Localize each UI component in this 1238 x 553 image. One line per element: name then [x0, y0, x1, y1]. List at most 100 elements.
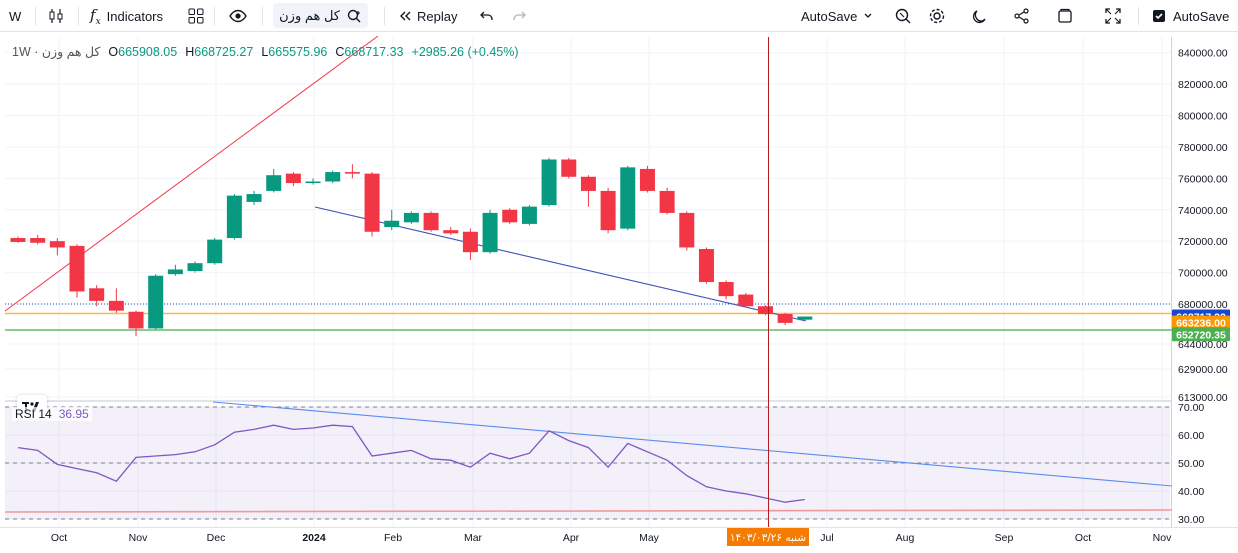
theme-button[interactable] [970, 0, 988, 32]
candles-icon [49, 9, 63, 23]
candle-body [305, 181, 321, 184]
legend-high-value: 668725.27 [194, 45, 254, 59]
candle-body [167, 269, 183, 275]
rsi-axis-label: 50.00 [1178, 458, 1204, 470]
symbol-search-button[interactable]: کل هم وزن [273, 3, 368, 28]
chart-background [0, 32, 1238, 553]
candle-body [246, 194, 262, 202]
quick-search-button[interactable] [894, 0, 912, 32]
fullscreen-button[interactable] [1104, 0, 1122, 32]
rsi-line [17, 424, 805, 503]
price-axis-label: 629000.00 [1178, 364, 1228, 376]
crosshair-date-text: شنبه ۱۴۰۳/۰۳/۲۶ [730, 532, 806, 544]
rsi-trendline[interactable] [212, 401, 1173, 487]
interval-button[interactable]: W [9, 0, 21, 32]
settings-button[interactable] [928, 0, 946, 32]
time-axis-label: Jul [820, 532, 833, 544]
candle-body [207, 239, 223, 264]
candle-body [325, 172, 341, 182]
chevron-down-icon [864, 13, 872, 18]
replay-icon [400, 11, 411, 21]
candle-body [344, 172, 360, 174]
candle-body [69, 245, 85, 292]
share-button[interactable] [1013, 0, 1031, 32]
price-axis-label: 820000.00 [1178, 79, 1228, 91]
candle-body [502, 209, 518, 223]
replay-label: Replay [417, 8, 458, 24]
candle-body [49, 241, 65, 248]
legend-low-value: 665575.96 [268, 45, 328, 59]
legend-high: H668725.27 [185, 45, 253, 59]
rsi-band-fill [5, 407, 1170, 519]
legend-low: L665575.96 [261, 45, 327, 59]
snapshot-button[interactable] [1056, 0, 1074, 32]
legend-low-label: L [261, 45, 269, 59]
legend-symbol[interactable]: کل هم وزن · 1W [12, 45, 101, 59]
price-label-text: 652720.35 [1176, 329, 1226, 341]
rsi-legend-name: RSI 14 [15, 407, 52, 421]
price-axis-label: 644000.00 [1178, 339, 1228, 351]
price-label-badge [1172, 315, 1230, 330]
candle-body [561, 159, 577, 177]
indicators-label: Indicators [106, 8, 164, 24]
time-axis-label: Nov [1153, 532, 1172, 544]
share-icon [1014, 8, 1029, 24]
candle-body [777, 314, 793, 323]
time-axis-label: Oct [1075, 532, 1091, 544]
candle-body [620, 167, 636, 229]
legend-close-label: C [335, 45, 345, 59]
fx-icon: fx [90, 5, 101, 27]
price-axis-label: 740000.00 [1178, 205, 1228, 217]
chart-area[interactable]: Oct Nov Dec 2024 Feb Mar Apr May Jul Aug Sep Oct Nov… [0, 32, 1238, 553]
toolbar-divider [214, 7, 215, 25]
red-trendline[interactable] [4, 35, 379, 312]
rsi-indicator [4, 401, 1173, 513]
rsi-red-line[interactable] [4, 509, 1173, 513]
candle-body [89, 288, 105, 301]
chart-canvas[interactable]: Oct Nov Dec 2024 Feb Mar Apr May Jul Aug Sep Oct Nov… [0, 32, 1238, 553]
replay-button[interactable]: Replay [398, 0, 457, 32]
toolbar-divider [262, 7, 263, 25]
candle-body [285, 173, 301, 184]
templates-button[interactable] [187, 0, 205, 32]
top-toolbar: W fx Indicators کل هم وزن Replay AutoSav… [0, 0, 1238, 32]
legend-change: +2985.26 (+0.45%) [411, 45, 519, 59]
legend-close-value: 668717.33 [344, 45, 404, 59]
time-axis-label: Nov [129, 532, 148, 544]
rsi-legend[interactable]: RSI 14 36.95 [12, 407, 92, 421]
grid-icon [188, 8, 204, 24]
legend-symbol-name: کل هم وزن [41, 45, 101, 59]
rsi-bands [5, 406, 1171, 520]
zoom-search-icon [895, 8, 911, 24]
rsi-axis-label: 70.00 [1178, 402, 1204, 414]
rsi-axis-label: 60.00 [1178, 430, 1204, 442]
candle-body [738, 294, 754, 307]
time-axis-label: Dec [207, 532, 226, 544]
toolbar-divider [78, 7, 79, 25]
axes: Oct Nov Dec 2024 Feb Mar Apr May Jul Aug Sep Oct Nov… [51, 48, 1228, 544]
autosave-menu-button[interactable]: AutoSave [801, 0, 873, 32]
checkbox-checked-icon [1153, 10, 1165, 22]
price-label-badge [1172, 327, 1230, 342]
candle-body [108, 300, 124, 311]
price-axis-label: 800000.00 [1178, 111, 1228, 123]
candles-button[interactable] [47, 0, 65, 32]
snapshot-icon [1058, 8, 1072, 23]
visibility-button[interactable] [228, 0, 248, 32]
price-label-text: 663236.00 [1176, 318, 1226, 330]
toolbar-divider [384, 7, 385, 25]
candle-body [521, 206, 537, 224]
candle-body [148, 275, 164, 329]
indicators-button[interactable]: fx Indicators [90, 0, 163, 32]
time-axis-label: Feb [384, 532, 402, 544]
legend-interval: 1W [12, 45, 31, 59]
undo-button[interactable] [479, 0, 495, 32]
time-axis-label: Mar [464, 532, 483, 544]
time-axis-label: Apr [563, 532, 580, 544]
time-axis-label: Aug [896, 532, 915, 544]
redo-button[interactable] [511, 0, 527, 32]
price-axis-label: 700000.00 [1178, 268, 1228, 280]
legend-open-value: 665908.05 [118, 45, 178, 59]
autosave-toggle[interactable]: AutoSave [1153, 0, 1229, 32]
